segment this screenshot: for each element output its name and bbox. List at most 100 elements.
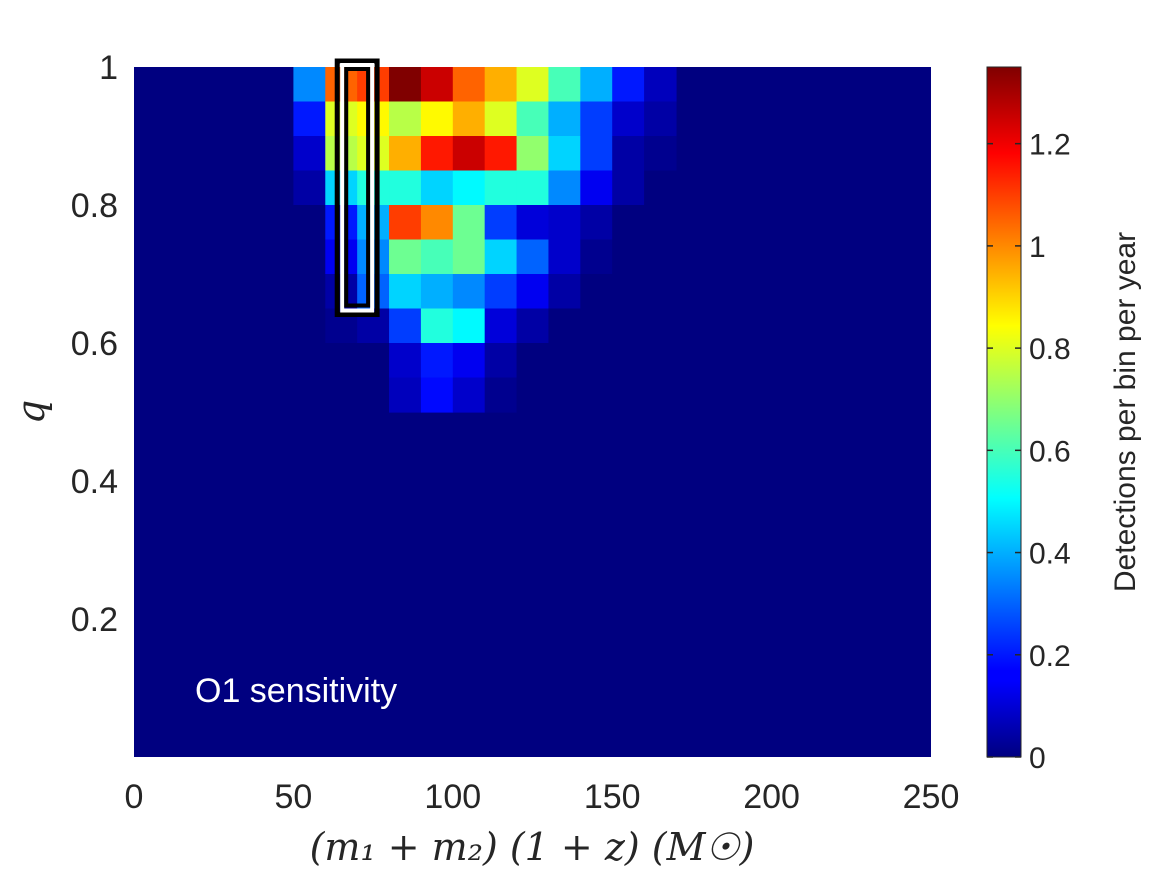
heatmap-cell [612,136,645,172]
colorbar-tick-label: 1 [1029,231,1046,264]
y-tick-label: 0.4 [71,463,118,501]
heatmap-cell [420,377,454,413]
colorbar-tick-label: 0 [1029,742,1046,775]
heatmap-cell [452,136,486,172]
heatmap-cell [580,239,613,275]
heatmap-cell [484,377,518,413]
y-axis: 0.2 0.4 0.6 0.8 1 [71,49,118,639]
heatmap-cell [452,377,486,413]
heatmap-cell [389,377,422,413]
heatmap-cell [612,239,645,275]
heatmap-cell [420,239,454,275]
heatmap-cells [293,67,677,413]
heatmap-cell [452,205,486,241]
heatmap-cell [580,205,613,241]
colorbar-tick-label: 0.8 [1029,333,1071,366]
y-tick-label: 0.8 [71,187,118,225]
heatmap-cell [580,377,613,413]
x-tick-label: 50 [274,778,312,816]
heatmap-cell [484,67,518,103]
heatmap-cell [420,343,454,379]
heatmap-cell [452,308,486,344]
heatmap-cell [516,101,550,137]
heatmap-cell [420,274,454,310]
heatmap-cell [580,101,613,137]
heatmap-cell [484,170,518,206]
heatmap-cell [516,239,550,275]
x-tick-label: 250 [903,778,960,816]
highlight-middle [340,63,375,313]
heatmap-cell [293,205,326,241]
heatmap-cell [548,170,581,206]
colorbar-tick-label: 0.4 [1029,538,1071,571]
heatmap-cell [612,274,645,310]
heatmap-cell [357,377,390,413]
heatmap-cell [293,308,326,344]
heatmap-cell [452,274,486,310]
heatmap-cell [293,170,326,206]
heatmap-cell [484,308,518,344]
heatmap-cell [389,136,422,172]
heatmap-cell [612,67,645,103]
heatmap-cell [516,377,550,413]
heatmap-cell [580,136,613,172]
heatmap-cell [516,308,550,344]
heatmap-cell [389,67,422,103]
heatmap-cell [644,136,677,172]
heatmap-cell [580,170,613,206]
heatmap-cell [548,308,581,344]
colorbar [986,66,1022,758]
colorbar-label: Detections per bin per year [1109,232,1142,592]
x-tick-label: 150 [584,778,641,816]
heatmap-cell [293,136,326,172]
heatmap-cell [452,239,486,275]
heatmap-cell [612,343,645,379]
x-tick-label: 200 [743,778,800,816]
heatmap-cell [389,239,422,275]
heatmap-cell [644,101,677,137]
heatmap-cell [389,170,422,206]
heatmap-cell [516,136,550,172]
colorbar-tick-label: 0.2 [1029,640,1071,673]
heatmap-cell [580,343,613,379]
heatmap-cell [293,343,326,379]
heatmap-cell [516,343,550,379]
heatmap-cell [389,308,422,344]
heatmap-cell [612,308,645,344]
heatmap-cell [293,101,326,137]
heatmap-cell [484,343,518,379]
heatmap-cell [293,274,326,310]
heatmap-cell [420,170,454,206]
heatmap-cell [484,101,518,137]
x-tick-label: 0 [125,778,144,816]
heatmap-cell [548,239,581,275]
heatmap-cell [580,274,613,310]
heatmap-cell [452,101,486,137]
heatmap-cell [293,377,326,413]
highlight-box [334,58,380,317]
heatmap-cell [612,170,645,206]
heatmap-cell [516,67,550,103]
heatmap-cell [548,274,581,310]
y-tick-label: 0.6 [71,325,118,363]
heatmap-cell [644,274,677,310]
heatmap-cell [548,377,581,413]
y-tick-label: 1 [99,49,118,87]
heatmap-cell [612,377,645,413]
colorbar-tick-label: 0.6 [1029,435,1071,468]
x-tick-label: 100 [424,778,481,816]
heatmap-cell [389,343,422,379]
highlight-outer [334,58,380,317]
heatmap-cell [548,67,581,103]
heatmap-cell [548,101,581,137]
heatmap-cell [484,239,518,275]
heatmap-cell [548,136,581,172]
heatmap-cell [293,67,326,103]
heatmap-cell [420,67,454,103]
heatmap-cell [389,274,422,310]
heatmap-cell [548,343,581,379]
heatmap-cell [484,205,518,241]
heatmap-cell [420,205,454,241]
heatmap-cell [484,274,518,310]
